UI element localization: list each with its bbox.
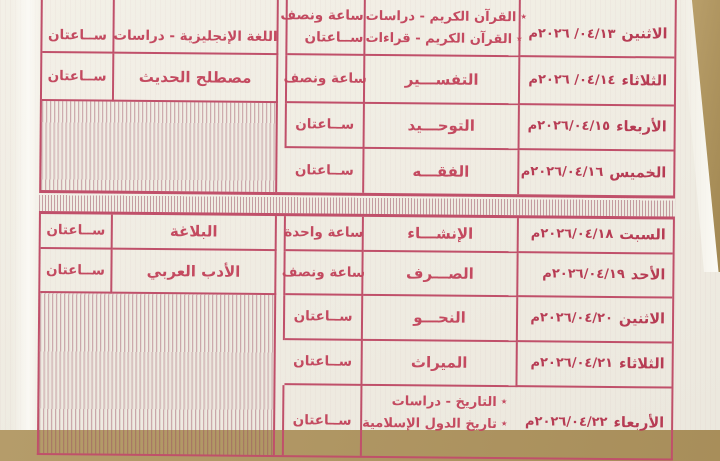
duration-cell: ســاعتان: [41, 214, 113, 250]
duration-cell: ســاعتان: [286, 148, 364, 193]
subject-value: مصطلح الحديث: [139, 67, 252, 87]
duration-value: ســاعتان: [294, 308, 353, 325]
duration-value: ســاعتان: [48, 68, 107, 85]
date-cell: الخميس م٢٠٢٦/٠٤/١٦: [519, 150, 673, 195]
double-line-channel: [275, 340, 284, 385]
duration-value: ساعة ونصف: [280, 7, 363, 25]
subject-value: الإنشـــاء: [407, 224, 473, 243]
duration-cell: ســاعتان: [284, 385, 363, 456]
subject-line: ٭تاريخ الدول الإسلامية: [362, 415, 507, 434]
duration-cell: ساعة واحدة: [286, 216, 364, 252]
date-value: م٢٠٢٦/٠٤/٢١: [530, 356, 613, 373]
subject-value: التاريخ - دراسات: [392, 394, 497, 410]
star-bullet-icon: ٭: [501, 394, 508, 408]
duration-cell: ســاعتان: [285, 295, 363, 341]
date-value: م٢٠٢٦/٠٤/٢٢: [525, 414, 608, 431]
date-value: م٢٠٢٦/٠٤/١٦: [521, 164, 604, 181]
table-section-2: ســاعتان البلاغة ساعة واحدة الإنشـــاء ا…: [37, 214, 675, 461]
duration-value: ســاعتان: [295, 162, 354, 179]
double-line-channel: [277, 148, 286, 192]
subject-value: الأدب العربي: [147, 262, 241, 282]
subject-cell: ٭القرآن الكريم - دراسات ٭القرآن الكريم -…: [365, 0, 521, 57]
day-label: الثلاثاء: [621, 72, 667, 91]
duration-value: ســاعتان: [293, 412, 352, 429]
duration-value: ساعة واحدة: [284, 224, 363, 242]
day-label: الاثنين: [621, 25, 667, 44]
merged-empty-cell: [39, 293, 276, 455]
day-label: الأربعاء: [616, 118, 667, 137]
subject-cell: التوحـــيد: [365, 104, 520, 150]
subject-cell: الإنشـــاء: [364, 217, 519, 253]
duration-cell: ساعة ونصف: [287, 55, 365, 104]
subject-cell: الأدب العربي: [112, 250, 276, 295]
double-line-channel: [278, 103, 287, 148]
date-value: م٢٠٢٦/٠٤/٢٠: [530, 311, 613, 328]
duration-value: ســاعتان: [293, 353, 352, 370]
duration-cell: ســاعتان: [287, 103, 365, 149]
day-label: الثلاثاء: [619, 355, 665, 374]
duration-value: ســاعتان: [46, 262, 105, 279]
date-value: م٢٠٢٦/٠٤/١٨: [531, 227, 614, 244]
subject-cell: التفســـير: [365, 56, 520, 105]
subject-cell: البلاغة: [113, 215, 277, 251]
subject-cell: ٭ التاريخ - دراسات ٭تاريخ الدول الإسلامية: [362, 386, 518, 457]
duration-value: ساعة ونصف: [282, 264, 365, 282]
date-value: م٢٠٢٦ /٠٤/١٤: [528, 72, 615, 89]
subject-value: الفقـــه: [412, 162, 469, 181]
duration-value: ســاعتان: [46, 222, 105, 239]
subject-value: البلاغة: [170, 222, 218, 241]
star-bullet-icon: ٭: [501, 416, 508, 430]
subject-cell: الصـــرف: [363, 252, 518, 297]
day-label: الخميس: [609, 164, 666, 183]
subject-value: الصـــرف: [406, 264, 474, 283]
duration-cell: ساعة ونصف ســاعتان: [287, 0, 366, 56]
subject-line: ٭ التاريخ - دراسات: [362, 393, 507, 412]
subject-value: التفســـير: [405, 70, 479, 89]
subject-cell: مصطلح الحديث: [114, 54, 278, 103]
day-label: الاثنين: [619, 310, 665, 329]
subject-value: القرآن الكريم - دراسات: [366, 8, 517, 24]
day-label: السبت: [619, 226, 666, 245]
subject-cell: الفقـــه: [364, 149, 519, 194]
subject-value: التوحـــيد: [408, 116, 475, 135]
date-cell: الثلاثاء م٢٠٢٦ /٠٤/١٤: [520, 57, 674, 106]
subject-cell: اللغة الإنجليزية - دراسات: [114, 0, 279, 55]
date-value: م٢٠٢٦ /٠٤/١٣: [528, 26, 615, 43]
day-label: الأحد: [631, 266, 666, 284]
date-cell: الأربعاء م٢٠٢٦/٠٤/١٥: [520, 105, 674, 151]
date-value: م٢٠٢٦/٠٤/١٩: [542, 266, 625, 283]
subject-value: النحـــو: [413, 308, 466, 327]
duration-value: ســاعتان: [48, 27, 107, 44]
duration-cell: ســاعتان: [284, 340, 362, 386]
date-value: م٢٠٢٦/٠٤/١٥: [528, 119, 611, 136]
date-cell: الأربعاء م٢٠٢٦/٠٤/٢٢: [517, 387, 672, 458]
subject-cell: الميراث: [362, 341, 517, 387]
subject-cell: النحـــو: [363, 296, 518, 342]
date-cell: الاثنين م٢٠٢٦ /٠٤/١٣: [520, 0, 675, 59]
subject-value: الميراث: [411, 353, 468, 372]
exam-schedule-table: ســاعتان اللغة الإنجليزية - دراسات ساعة …: [37, 0, 677, 461]
merged-empty-cell: [41, 101, 278, 192]
subject-line: ٭القرآن الكريم - قراءات: [365, 30, 510, 49]
duration-cell: ســاعتان: [40, 249, 112, 294]
duration-cell: ســاعتان: [42, 0, 115, 54]
duration-value: ســاعتان: [305, 29, 364, 46]
table-section-1: ســاعتان اللغة الإنجليزية - دراسات ساعة …: [39, 0, 677, 196]
subject-line: ٭القرآن الكريم - دراسات: [366, 7, 511, 26]
date-cell: السبت م٢٠٢٦/٠٤/١٨: [519, 218, 673, 254]
subject-value: القرآن الكريم - قراءات: [365, 31, 512, 47]
subject-value: اللغة الإنجليزية - دراسات: [113, 28, 277, 46]
duration-value: ساعة ونصف: [283, 70, 366, 88]
paper-sheet: ســاعتان اللغة الإنجليزية - دراسات ساعة …: [0, 0, 720, 430]
double-line-channel: [276, 295, 285, 340]
date-cell: الأحد م٢٠٢٦/٠٤/١٩: [518, 253, 672, 298]
duration-value: ســاعتان: [295, 116, 354, 133]
date-cell: الاثنين م٢٠٢٦/٠٤/٢٠: [518, 297, 672, 343]
duration-cell: ســاعتان: [42, 53, 114, 102]
date-cell: الثلاثاء م٢٠٢٦/٠٤/٢١: [517, 342, 671, 388]
duration-cell: ساعة ونصف: [285, 251, 363, 296]
